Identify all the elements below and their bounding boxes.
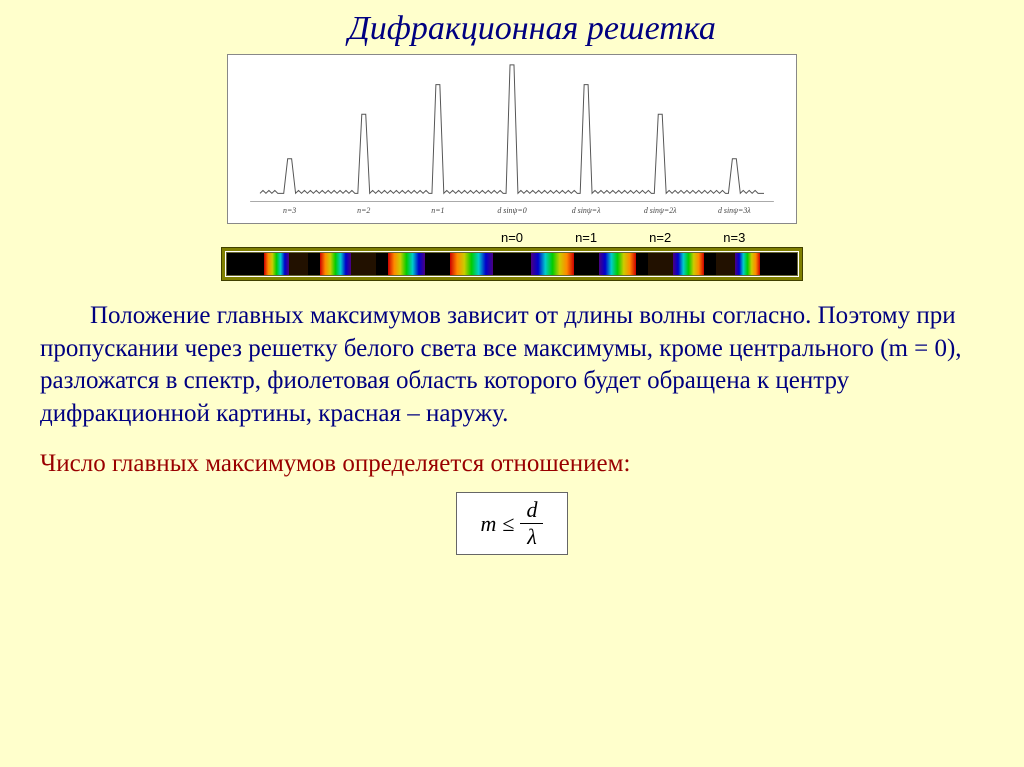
order-label: n=2 [649,230,671,245]
svg-text:n=3: n=3 [283,206,296,215]
spectrum-segment [425,253,450,275]
svg-text:d sinψ=λ: d sinψ=λ [572,206,601,215]
formula-lhs: m [481,511,497,537]
red-sentence: Число главных максимумов определяется от… [40,450,984,478]
spectrum-segment [450,253,493,275]
spectrum-segment [735,253,760,275]
order-labels-row: n=0 n=1 n=2 n=3 [227,230,797,246]
spectrum-segment [308,253,320,275]
spectrum-segment [320,253,351,275]
body-paragraph: Положение главных максимумов зависит от … [40,300,984,430]
spectrum-segment [673,253,704,275]
svg-text:d sinψ=0: d sinψ=0 [497,206,526,215]
spectrum-segment [351,253,376,275]
spectrum-segment [716,253,735,275]
spectrum-segment [704,253,716,275]
formula-denominator: λ [521,524,543,548]
spectrum-segment [599,253,636,275]
formula-numerator: d [520,499,543,524]
spectrum-segment [376,253,388,275]
spectrum-segment [574,253,599,275]
order-label: n=1 [575,230,597,245]
spectrum-segment [227,253,264,275]
spectrum-segment [264,253,289,275]
order-label: n=3 [723,230,745,245]
slide-title: Дифракционная решетка [80,10,984,48]
spectrum-segment [493,253,530,275]
diffraction-spectrum [227,253,797,275]
svg-text:d sinψ=2λ: d sinψ=2λ [644,206,677,215]
formula-rel: ≤ [502,511,514,537]
svg-text:d sinψ=3λ: d sinψ=3λ [718,206,751,215]
spectrum-segment [289,253,308,275]
formula-fraction: d λ [520,499,543,548]
spectrum-segment [636,253,648,275]
spectrum-segment [648,253,673,275]
formula-box: m ≤ d λ [456,492,568,555]
graph-svg: n=3 n=2 n=1 d sinψ=0 d sinψ=λ d sinψ=2λ d sinψ… [228,55,796,223]
spectrum-segment [388,253,425,275]
spectrum-frame [222,248,802,280]
order-label: n=0 [501,230,523,245]
slide: Дифракционная решетка n=3 n=2 n=1 d sinψ=0 d… [0,0,1024,767]
paragraph-text: Положение главных максимумов зависит от … [40,302,962,427]
spectrum-segment [760,253,797,275]
svg-text:n=2: n=2 [357,206,370,215]
spectrum-segment [531,253,574,275]
svg-text:n=1: n=1 [431,206,444,215]
intensity-graph: n=3 n=2 n=1 d sinψ=0 d sinψ=λ d sinψ=2λ d sinψ… [227,54,797,224]
